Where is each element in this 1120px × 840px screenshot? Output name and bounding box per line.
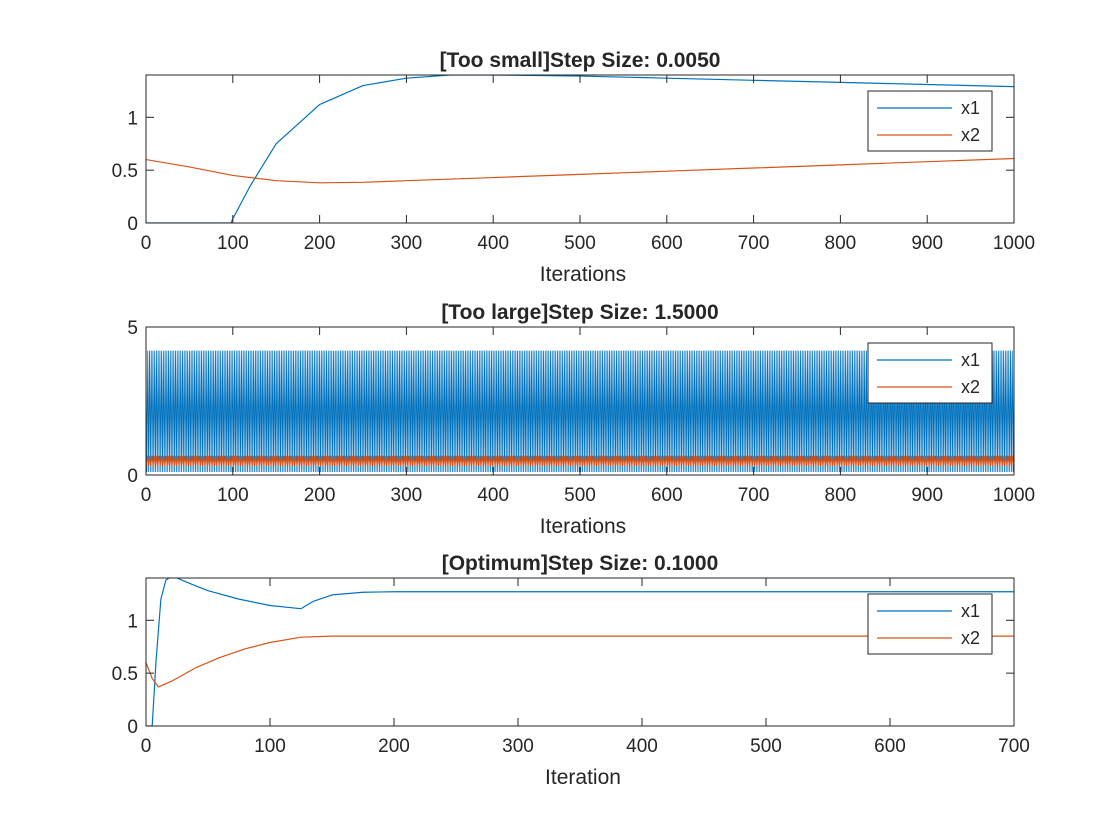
x-tick-label: 600 [651, 485, 683, 506]
series-group [146, 350, 1014, 473]
subplot-3: 0 100 200 300 400 500 600 700 0 0.5 1 [Optimum]Step… [112, 552, 1030, 789]
y-tick-label: 0 [127, 466, 138, 487]
x-tick-label: 400 [626, 736, 658, 757]
y-tick-label: 0 [127, 214, 138, 235]
legend-box [867, 593, 993, 655]
x-tick-label: 800 [825, 485, 857, 506]
x-tick-label: 400 [477, 233, 509, 254]
legend-label-x2: x2 [961, 125, 980, 145]
x-tick-label: 900 [911, 233, 943, 254]
y-tick-label: 0.5 [112, 161, 138, 182]
x-tick-label: 200 [304, 485, 336, 506]
series-x2-line [146, 455, 1014, 467]
legend-label-x2: x2 [961, 628, 980, 648]
x-tick-label: 300 [391, 233, 423, 254]
x-tick-label: 1000 [993, 233, 1035, 254]
legend-box [867, 90, 993, 152]
x-tick-label: 0 [141, 736, 152, 757]
y-tick-label: 1 [127, 108, 138, 129]
x-tick-label: 100 [217, 233, 249, 254]
subplot-1: 0 100 200 300 400 500 600 700 800 900 1000 0 0.5 1 [To… [112, 49, 1036, 286]
x-tick-label: 300 [391, 485, 423, 506]
x-tick-label: 0 [141, 485, 152, 506]
series-group [146, 578, 1014, 726]
axes-frame [145, 577, 1015, 727]
y-tick-label: 1 [127, 611, 138, 632]
x-tick-label: 1000 [993, 485, 1035, 506]
x-tick-label: 400 [477, 485, 509, 506]
series-x2-line [146, 635, 1014, 688]
subplot-title: [Too large]Step Size: 1.5000 [441, 301, 718, 324]
x-tick-label: 500 [564, 485, 596, 506]
x-tick-label: 600 [874, 736, 906, 757]
subplot-2: 0 100 200 300 400 500 600 700 800 900 1000 0 5 [Too l… [127, 301, 1035, 538]
x-tick-label: 500 [564, 233, 596, 254]
legend-label-x1: x1 [961, 350, 980, 370]
x-tick-label: 700 [998, 736, 1030, 757]
series-group [146, 75, 1014, 223]
series-x1-line [146, 350, 1014, 473]
subplot-title: [Optimum]Step Size: 0.1000 [442, 552, 719, 575]
x-tick-label: 100 [217, 485, 249, 506]
y-tick-label: 0 [127, 717, 138, 738]
x-tick-label: 200 [304, 233, 336, 254]
x-axis-label: Iterations [540, 515, 626, 538]
x-tick-label: 200 [378, 736, 410, 757]
x-tick-label: 300 [502, 736, 534, 757]
legend-label-x1: x1 [961, 98, 980, 118]
subplot-title: [Too small]Step Size: 0.0050 [440, 49, 721, 72]
x-tick-label: 900 [911, 485, 943, 506]
x-tick-label: 500 [750, 736, 782, 757]
x-tick-label: 600 [651, 233, 683, 254]
series-x2-line [146, 157, 1014, 184]
x-tick-label: 0 [141, 233, 152, 254]
legend-box [867, 342, 993, 404]
x-tick-label: 700 [738, 233, 770, 254]
y-tick-label: 5 [127, 318, 138, 339]
x-tick-label: 100 [254, 736, 286, 757]
legend-label-x1: x1 [961, 601, 980, 621]
legend-label-x2: x2 [961, 377, 980, 397]
x-axis-label: Iteration [545, 766, 621, 789]
x-tick-label: 700 [738, 485, 770, 506]
series-x1-line [146, 578, 1014, 726]
y-tick-label: 0.5 [112, 664, 138, 685]
x-axis-label: Iterations [540, 263, 626, 286]
x-tick-label: 800 [825, 233, 857, 254]
series-x1-line [146, 75, 1014, 223]
